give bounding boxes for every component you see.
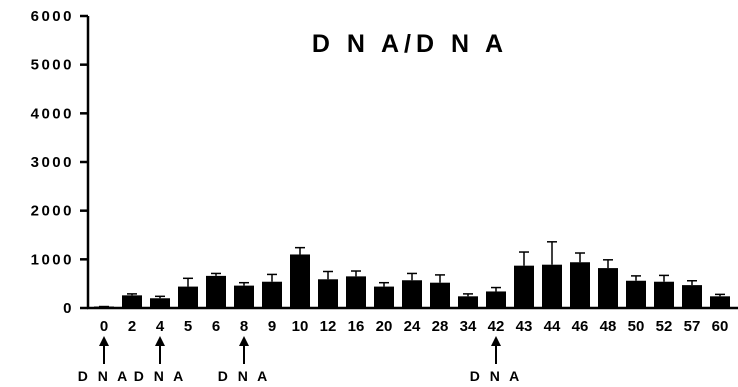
marker-arrow-head (155, 336, 165, 346)
bar (682, 285, 702, 308)
y-tick-label: 1000 (31, 251, 74, 268)
y-tick-label: 0 (63, 300, 74, 317)
x-tick-label: 44 (544, 318, 561, 335)
bar (234, 285, 254, 308)
x-tick-label: 10 (292, 318, 309, 335)
marker-arrow-head (99, 336, 109, 346)
bar (150, 298, 170, 308)
marker-arrow-head (239, 336, 249, 346)
x-tick-label: 6 (212, 318, 220, 335)
bar (710, 296, 730, 308)
x-tick-label: 42 (488, 318, 505, 335)
bar (514, 265, 534, 308)
y-tick-label: 4000 (31, 105, 74, 122)
y-tick-label: 5000 (31, 57, 74, 74)
x-tick-label: 46 (572, 318, 589, 335)
bar (178, 286, 198, 308)
bar (318, 279, 338, 308)
x-tick-label: 4 (156, 318, 165, 335)
bar (402, 280, 422, 308)
x-tick-label: 12 (320, 318, 337, 335)
x-tick-label: 34 (460, 318, 477, 335)
bar (122, 295, 142, 308)
chart-title: D N A/D N A (312, 30, 508, 58)
x-tick-label: 28 (432, 318, 449, 335)
bar (206, 275, 226, 308)
x-axis: 0 2 4 5 6 8 9 10 12 16 20 24 28 34 42 43 44 46 48 50 52 57 60 (87, 306, 738, 335)
y-axis: 0 1000 2000 3000 4000 5000 6000 (31, 8, 90, 317)
x-tick-label: 52 (656, 318, 673, 335)
bar (458, 296, 478, 308)
bars (94, 241, 730, 308)
x-tick-label: 2 (128, 318, 136, 335)
marker-label: D N A (218, 368, 271, 384)
bar (290, 254, 310, 308)
x-tick-label: 20 (376, 318, 393, 335)
marker-label: D N A (134, 368, 187, 384)
bar (346, 276, 366, 308)
bar (262, 281, 282, 308)
bar (626, 280, 646, 308)
x-tick-label: 48 (600, 318, 617, 335)
bar (486, 291, 506, 308)
x-tick-label: 24 (404, 318, 421, 335)
bar (374, 286, 394, 308)
y-tick-label: 3000 (31, 154, 74, 171)
bar (542, 264, 562, 308)
x-tick-label: 43 (516, 318, 533, 335)
bar (654, 281, 674, 308)
bar (598, 268, 618, 308)
y-tick-label: 6000 (31, 8, 74, 25)
x-tick-label: 60 (712, 318, 729, 335)
x-tick-label: 57 (684, 318, 701, 335)
bar (570, 262, 590, 308)
x-tick-label: 5 (184, 318, 192, 335)
bar (430, 282, 450, 308)
x-tick-label: 8 (240, 318, 248, 335)
x-tick-label: 0 (100, 318, 108, 335)
marker-label: D N A (470, 368, 523, 384)
y-tick-label: 2000 (31, 203, 74, 220)
x-tick-label: 9 (268, 318, 276, 335)
marker-label: D N A (78, 368, 131, 384)
x-tick-label: 50 (628, 318, 645, 335)
x-tick-label: 16 (348, 318, 365, 335)
marker-arrow-head (491, 336, 501, 346)
